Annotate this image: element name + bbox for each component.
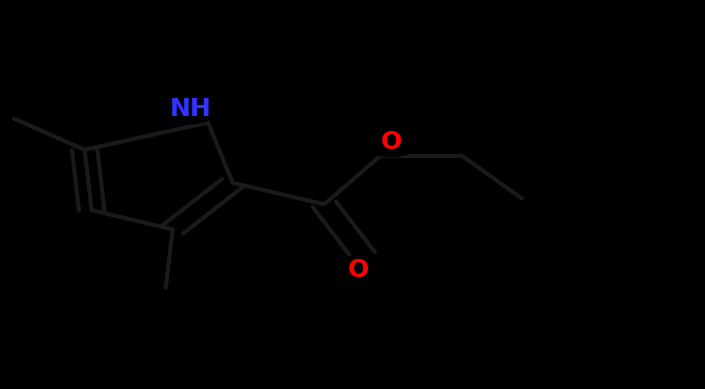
Circle shape (364, 127, 418, 157)
Text: NH: NH (169, 97, 212, 121)
Circle shape (331, 256, 385, 285)
Circle shape (164, 94, 217, 124)
Text: O: O (381, 130, 402, 154)
Text: O: O (348, 258, 369, 282)
